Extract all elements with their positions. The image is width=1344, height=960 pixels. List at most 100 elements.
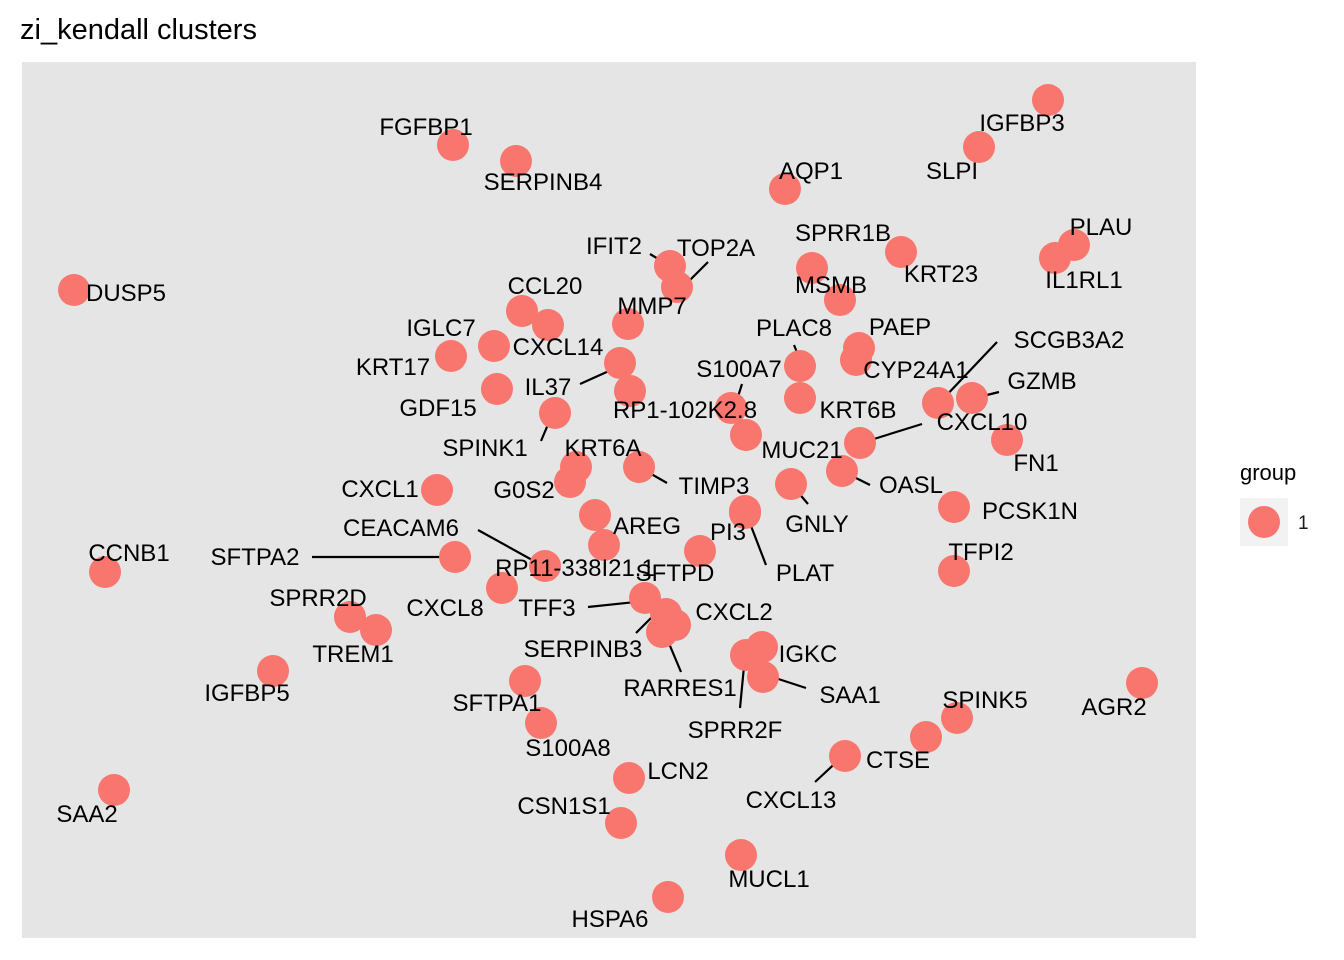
data-point	[613, 762, 645, 794]
data-point	[938, 555, 970, 587]
point-label: IFIT2	[586, 233, 642, 260]
point-label: CXCL1	[341, 476, 418, 503]
data-point	[486, 572, 518, 604]
point-label: MUC21	[761, 437, 842, 464]
point-label: CCL20	[508, 273, 583, 300]
point-label: MMP7	[617, 293, 686, 320]
data-point	[844, 427, 876, 459]
point-label: TFPI2	[948, 539, 1013, 566]
point-label: CXCL2	[695, 599, 772, 626]
point-label: TOP2A	[677, 235, 755, 262]
data-point	[824, 284, 856, 316]
point-label: PLAU	[1070, 214, 1133, 241]
data-point	[334, 601, 366, 633]
point-label: PAEP	[869, 314, 931, 341]
point-label: CXCL13	[746, 787, 837, 814]
point-label: CXCL10	[937, 409, 1028, 436]
data-point	[922, 387, 954, 419]
data-point	[840, 344, 872, 376]
point-label: PLAT	[776, 560, 835, 587]
data-point	[910, 721, 942, 753]
point-label: IGFBP3	[979, 110, 1064, 137]
point-label: TREM1	[312, 641, 393, 668]
point-label: S100A8	[525, 735, 610, 762]
point-label: KRT17	[356, 354, 430, 381]
point-label: FN1	[1013, 450, 1058, 477]
data-point	[529, 550, 561, 582]
point-label: SLPI	[926, 158, 978, 185]
data-point	[941, 702, 973, 734]
point-label: CXCL14	[513, 334, 604, 361]
data-point	[421, 474, 453, 506]
plot-panel	[22, 62, 1196, 938]
data-point	[539, 397, 571, 429]
data-point	[579, 499, 611, 531]
data-point	[525, 707, 557, 739]
point-label: CXCL8	[406, 595, 483, 622]
data-point	[684, 535, 716, 567]
data-point	[769, 173, 801, 205]
data-point	[729, 497, 761, 529]
point-label: CTSE	[866, 747, 930, 774]
data-point	[956, 382, 988, 414]
point-label: SPRR1B	[795, 220, 891, 247]
legend-swatch	[1248, 506, 1280, 538]
point-label: IGFBP5	[204, 680, 289, 707]
point-label: TIMP3	[679, 473, 750, 500]
point-label: SAA2	[56, 801, 117, 828]
point-label: RP1-102K2.8	[613, 397, 757, 424]
data-point	[730, 419, 762, 451]
data-point	[532, 309, 564, 341]
point-label: AGR2	[1081, 694, 1146, 721]
point-label: SPRR2F	[688, 717, 783, 744]
point-label: PLAC8	[756, 315, 832, 342]
point-label: DUSP5	[86, 280, 166, 307]
data-point	[89, 556, 121, 588]
point-label: IGKC	[779, 641, 838, 668]
data-point	[623, 451, 655, 483]
data-point	[725, 839, 757, 871]
leader-line	[941, 341, 998, 401]
data-point	[784, 382, 816, 414]
point-label: G0S2	[493, 477, 554, 504]
point-label: SERPINB4	[484, 169, 603, 196]
data-point	[1032, 84, 1064, 116]
data-point	[775, 468, 807, 500]
point-label: IL1RL1	[1045, 267, 1122, 294]
point-label: CYP24A1	[863, 357, 968, 384]
legend: group 1	[1240, 460, 1309, 546]
data-point	[506, 295, 538, 327]
point-label: SPINK5	[942, 687, 1027, 714]
point-label: SFTPA1	[453, 690, 542, 717]
data-point	[938, 491, 970, 523]
point-label: MUCL1	[728, 866, 809, 893]
data-point	[554, 466, 586, 498]
point-label: KRT23	[904, 261, 978, 288]
point-label: GNLY	[785, 511, 849, 538]
data-point	[614, 375, 646, 407]
point-label: SPRR2D	[269, 585, 366, 612]
legend-label: 1	[1298, 513, 1309, 534]
data-point	[1039, 242, 1071, 274]
point-label: SAA1	[819, 682, 880, 709]
point-label: GDF15	[399, 395, 476, 422]
data-point	[257, 655, 289, 687]
point-label: TFF3	[518, 595, 575, 622]
point-label: SCGB3A2	[1014, 327, 1125, 354]
point-label: S100A7	[696, 356, 781, 383]
point-label: FGFBP1	[379, 114, 472, 141]
data-points	[58, 84, 1158, 913]
chart-title: zi_kendall clusters	[20, 14, 257, 46]
data-point	[58, 274, 90, 306]
point-label: AQP1	[779, 158, 843, 185]
data-point	[500, 145, 532, 177]
data-point	[784, 350, 816, 382]
data-point	[652, 881, 684, 913]
point-label: SFTPA2	[211, 544, 300, 571]
data-point	[481, 373, 513, 405]
point-label: SFTPD	[636, 560, 715, 587]
point-label: MSMB	[795, 272, 867, 299]
point-label: OASL	[879, 472, 943, 499]
